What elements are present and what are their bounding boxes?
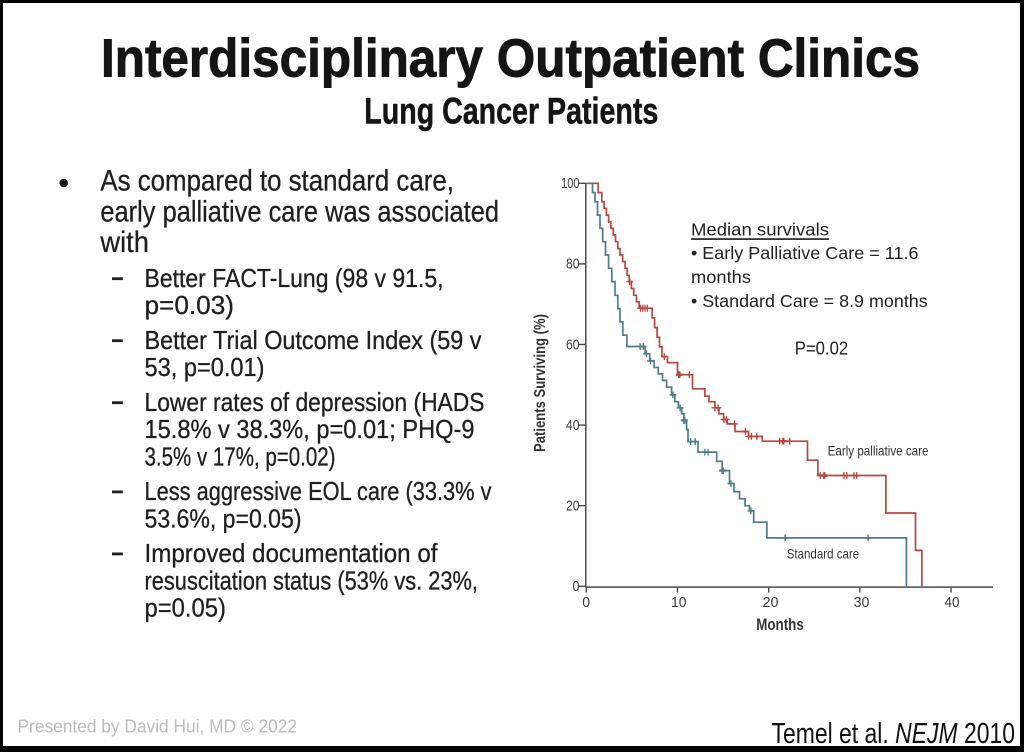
svg-text:Improved documentation of: Improved documentation of bbox=[145, 538, 439, 568]
svg-text:10: 10 bbox=[671, 594, 687, 611]
svg-text:Better Trial Outcome Index (59: Better Trial Outcome Index (59 v bbox=[145, 325, 482, 355]
svg-text:Patients Surviving (%): Patients Surviving (%) bbox=[532, 314, 549, 452]
svg-text:Median survivals: Median survivals bbox=[691, 219, 829, 239]
svg-text:0: 0 bbox=[573, 579, 580, 595]
svg-text:53.6%, p=0.05): 53.6%, p=0.05) bbox=[145, 503, 302, 533]
svg-text:Early palliative care: Early palliative care bbox=[828, 442, 929, 458]
svg-text:Better FACT-Lung (98 v 91.5,: Better FACT-Lung (98 v 91.5, bbox=[145, 263, 444, 293]
svg-text:3.5% v 17%, p=0.02): 3.5% v 17%, p=0.02) bbox=[145, 441, 336, 471]
svg-text:53, p=0.01): 53, p=0.01) bbox=[145, 352, 265, 382]
svg-text:80: 80 bbox=[566, 257, 580, 273]
svg-text:Standard care: Standard care bbox=[787, 546, 860, 562]
svg-text:Lower rates of depression (HAD: Lower rates of depression (HADS bbox=[145, 387, 485, 417]
svg-text:Interdisciplinary Outpatient C: Interdisciplinary Outpatient Clinics bbox=[101, 30, 920, 89]
svg-text:Lung Cancer Patients: Lung Cancer Patients bbox=[364, 90, 658, 132]
svg-text:20: 20 bbox=[566, 499, 580, 515]
svg-text:p=0.05): p=0.05) bbox=[145, 593, 227, 623]
svg-text:40: 40 bbox=[566, 418, 580, 434]
svg-text:• Standard Care = 8.9 months: • Standard Care = 8.9 months bbox=[691, 291, 928, 311]
svg-text:As compared to standard care,: As compared to standard care, bbox=[100, 165, 454, 198]
svg-text:p=0.03): p=0.03) bbox=[145, 290, 235, 320]
svg-text:P=0.02: P=0.02 bbox=[795, 339, 849, 359]
svg-text:15.8% v 38.3%, p=0.01; PHQ-9: 15.8% v 38.3%, p=0.01; PHQ-9 bbox=[145, 414, 475, 444]
svg-text:40: 40 bbox=[945, 594, 960, 611]
svg-text:100: 100 bbox=[561, 176, 579, 192]
svg-text:60: 60 bbox=[566, 337, 580, 353]
svg-text:with: with bbox=[99, 226, 148, 259]
svg-text:Months: Months bbox=[756, 615, 804, 634]
svg-text:0: 0 bbox=[582, 594, 590, 611]
svg-text:Presented by David Hui, MD © 2: Presented by David Hui, MD © 2022 bbox=[18, 715, 298, 736]
svg-text:20: 20 bbox=[763, 594, 779, 611]
svg-text:resuscitation status (53% vs.: resuscitation status (53% vs. 23%, bbox=[145, 565, 479, 595]
svg-text:• Early Palliative Care = 11.6: • Early Palliative Care = 11.6 bbox=[691, 243, 919, 263]
svg-text:months: months bbox=[691, 267, 751, 287]
svg-text:30: 30 bbox=[854, 594, 870, 611]
svg-text:Temel et al. NEJM 2010: Temel et al. NEJM 2010 bbox=[772, 718, 1015, 750]
svg-text:Less aggressive EOL care (33.3: Less aggressive EOL care (33.3% v bbox=[145, 476, 492, 506]
svg-text:early palliative care was asso: early palliative care was associated bbox=[100, 195, 499, 228]
